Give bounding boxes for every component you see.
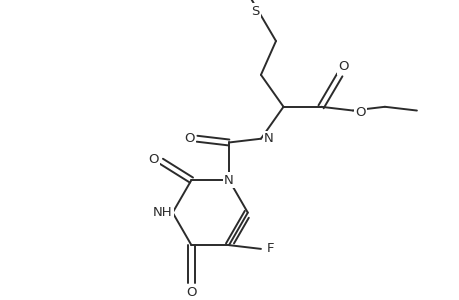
Text: O: O xyxy=(186,286,196,299)
Text: N: N xyxy=(263,132,273,145)
Text: NH: NH xyxy=(153,206,172,219)
Text: O: O xyxy=(184,132,194,145)
Text: S: S xyxy=(251,4,259,18)
Text: N: N xyxy=(224,174,233,187)
Text: O: O xyxy=(355,106,365,119)
Text: O: O xyxy=(148,153,158,166)
Text: O: O xyxy=(338,60,348,74)
Text: F: F xyxy=(267,242,274,255)
